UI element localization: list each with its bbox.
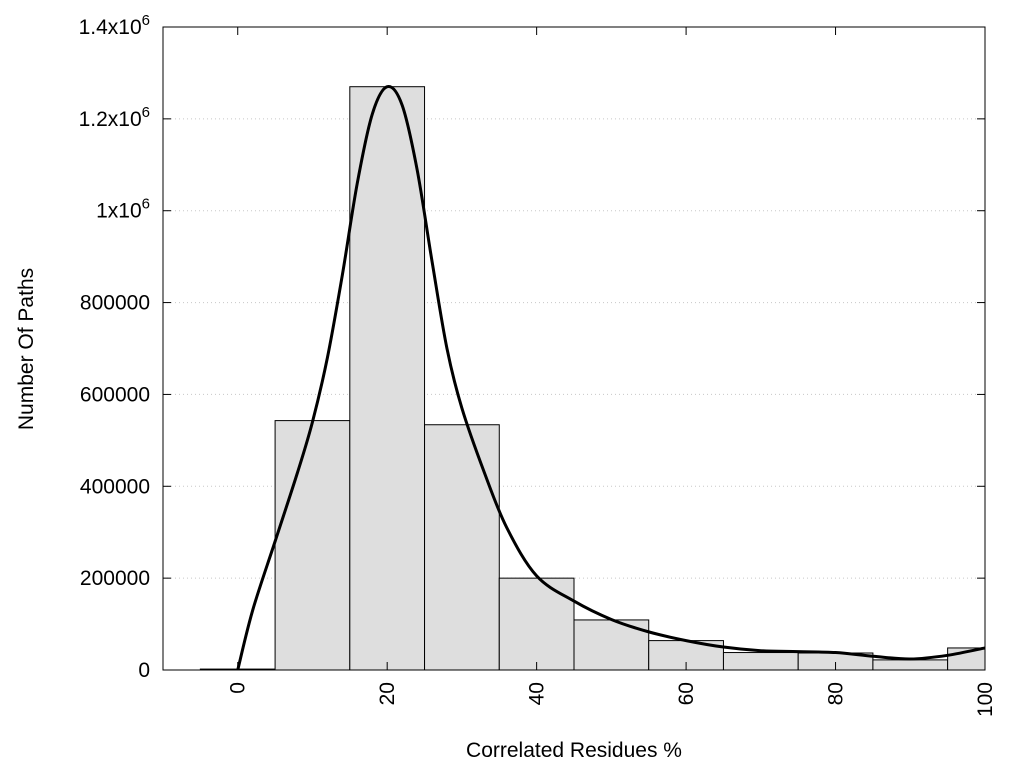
y-tick-label: 1.4x106 — [79, 12, 150, 39]
histogram-bar — [872, 659, 949, 671]
y-tick-label: 1x106 — [96, 196, 150, 223]
x-tick-label: 60 — [675, 682, 698, 705]
histogram-bar — [498, 577, 575, 671]
x-tick-label: 0 — [227, 682, 250, 694]
axis-ticks — [163, 26, 986, 671]
x-axis-title: Correlated Residues % — [466, 739, 682, 762]
density-curve — [236, 85, 986, 671]
x-tick-labels: 0 20 40 60 80 100 — [227, 682, 997, 717]
x-tick-label: 80 — [825, 682, 848, 705]
histogram-bar — [722, 652, 799, 671]
histogram-bars — [199, 86, 986, 671]
x-tick-label: 20 — [376, 682, 399, 705]
x-tick-label: 100 — [974, 682, 997, 717]
y-tick-label: 0 — [138, 659, 150, 682]
histogram-bar — [424, 424, 500, 671]
y-axis-title: Number Of Paths — [15, 268, 38, 430]
y-tick-label: 600000 — [80, 383, 150, 406]
density-curve-layer — [236, 85, 986, 671]
x-tick-label: 40 — [526, 682, 549, 705]
y-tick-label: 1.2x106 — [79, 104, 150, 131]
y-tick-label: 200000 — [80, 567, 150, 590]
histogram-bar — [274, 420, 351, 671]
plot-frame — [162, 26, 986, 671]
y-tick-label: 400000 — [80, 475, 150, 498]
histogram-bar — [349, 86, 426, 671]
y-tick-labels: 0 200000 400000 600000 800000 1x106 1.2x106 1.4… — [79, 12, 150, 682]
y-tick-label: 800000 — [80, 292, 150, 315]
